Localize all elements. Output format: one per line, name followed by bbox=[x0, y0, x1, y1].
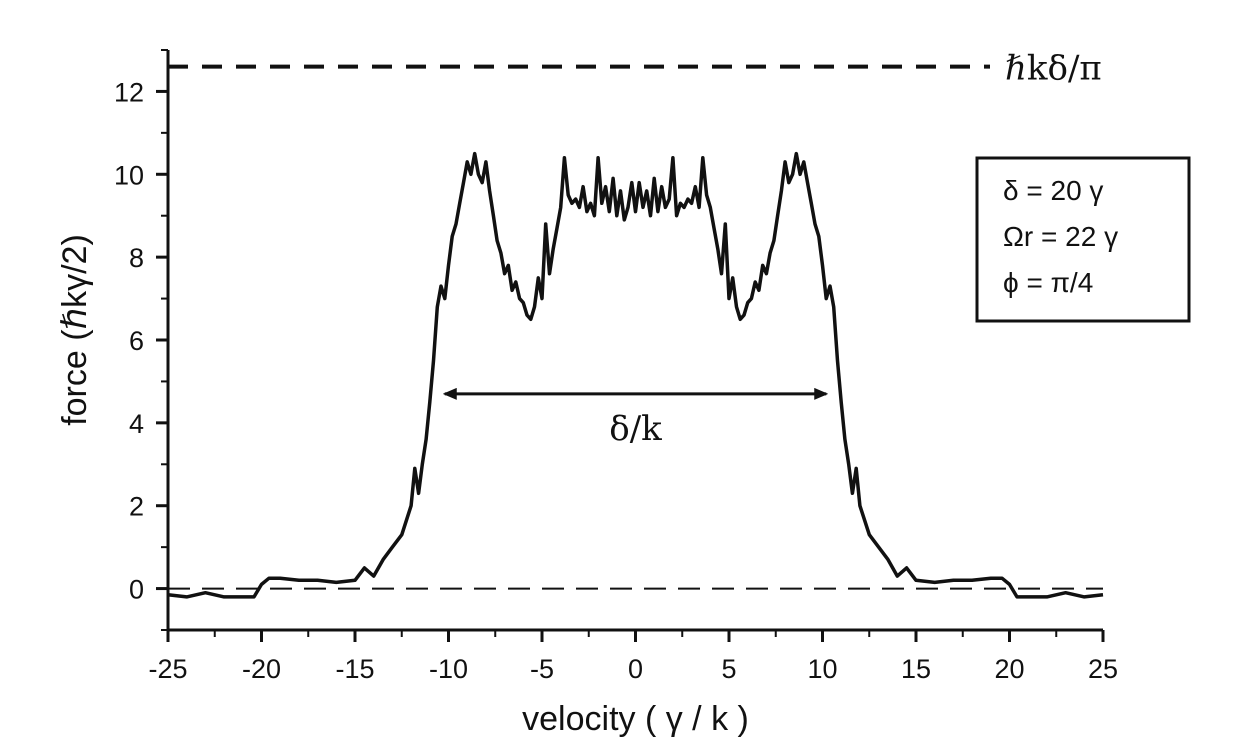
y-tick-label: 8 bbox=[129, 243, 144, 273]
y-axis-label: force (ℏkγ/2) bbox=[56, 234, 94, 426]
legend-entry-phi: ϕ = π/4 bbox=[1003, 267, 1093, 298]
parameter-legend: δ = 20 γ Ωr = 22 γ ϕ = π/4 bbox=[975, 156, 1191, 323]
x-tick-label: -10 bbox=[429, 654, 468, 684]
x-tick-label: 0 bbox=[628, 654, 643, 684]
x-tick-label: 5 bbox=[721, 654, 736, 684]
x-tick-label: -20 bbox=[242, 654, 281, 684]
y-tick-label: 2 bbox=[129, 492, 144, 522]
x-tick-label: 15 bbox=[901, 654, 931, 684]
y-tick-label: 6 bbox=[129, 326, 144, 356]
max-force-label: ℏkδ/π bbox=[1005, 49, 1102, 89]
x-tick-label: -15 bbox=[335, 654, 374, 684]
delta-width-label: δ/k bbox=[609, 409, 662, 449]
y-tick-label: 10 bbox=[114, 160, 144, 190]
y-tick-label: 4 bbox=[129, 409, 144, 439]
x-tick-label: 10 bbox=[807, 654, 837, 684]
x-tick-label: -5 bbox=[530, 654, 554, 684]
legend-entry-omega: Ωr = 22 γ bbox=[1003, 221, 1118, 252]
force-curve-line bbox=[167, 151, 1104, 599]
y-tick-label: 0 bbox=[129, 575, 144, 605]
legend-entry-delta: δ = 20 γ bbox=[1003, 175, 1103, 206]
y-tick-label: 12 bbox=[114, 77, 144, 107]
x-tick-label: -25 bbox=[148, 654, 187, 684]
x-tick-label: 25 bbox=[1088, 654, 1118, 684]
x-axis-label: velocity ( γ / k ) bbox=[522, 700, 749, 738]
x-tick-label: 20 bbox=[994, 654, 1024, 684]
